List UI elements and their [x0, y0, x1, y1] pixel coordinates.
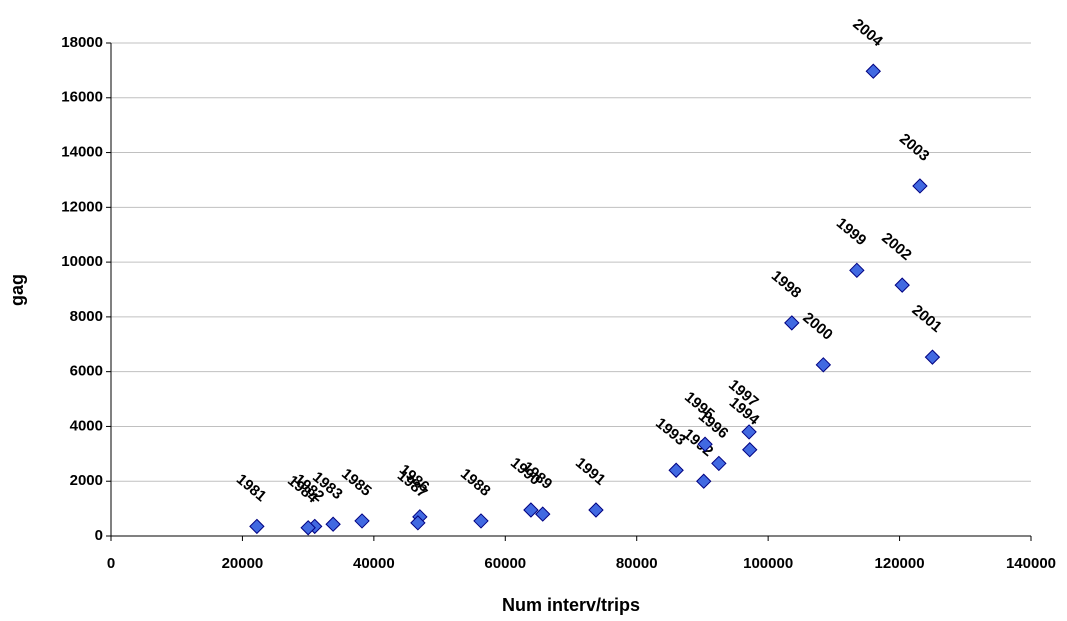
- y-tick-label: 10000: [61, 253, 103, 270]
- point-label: 1985: [338, 465, 374, 499]
- point-label: 2000: [799, 309, 835, 343]
- x-axis-title: Num interv/trips: [502, 595, 640, 615]
- x-tick-label: 40000: [353, 555, 395, 572]
- y-tick-label: 8000: [70, 308, 103, 325]
- y-tick-label: 2000: [70, 472, 103, 489]
- point: [924, 349, 941, 365]
- point: [865, 63, 881, 79]
- x-tick-label: 120000: [875, 555, 925, 572]
- y-tick-label: 18000: [61, 34, 103, 51]
- x-tick-label: 100000: [743, 555, 793, 572]
- point: [711, 455, 727, 472]
- point: [815, 357, 832, 373]
- point: [912, 178, 928, 194]
- x-tick-label: 20000: [222, 555, 264, 572]
- point: [696, 473, 712, 489]
- point-label: 2003: [896, 130, 932, 164]
- x-tick-label: 60000: [484, 555, 526, 572]
- point: [523, 502, 539, 518]
- point: [588, 502, 604, 518]
- x-tick-label: 0: [107, 555, 115, 572]
- point: [354, 513, 370, 529]
- x-tick-label: 140000: [1006, 555, 1056, 572]
- point: [325, 516, 341, 532]
- point-label: 1991: [572, 454, 608, 488]
- point: [697, 436, 713, 452]
- y-axis-title: gag: [7, 274, 27, 306]
- point: [894, 277, 910, 293]
- point-label: 1999: [833, 215, 869, 249]
- point-label: 1998: [768, 267, 804, 301]
- y-tick-label: 16000: [61, 89, 103, 106]
- point: [742, 442, 758, 458]
- point: [741, 424, 757, 440]
- y-tick-label: 12000: [61, 198, 103, 215]
- point-label: 2001: [909, 302, 945, 336]
- point-label: 2004: [849, 16, 886, 51]
- point: [849, 262, 865, 279]
- point-label: 1987: [394, 467, 430, 501]
- point: [535, 506, 551, 522]
- point: [300, 520, 316, 536]
- point: [473, 513, 489, 529]
- y-tick-label: 0: [95, 527, 103, 544]
- y-tick-label: 14000: [61, 144, 103, 161]
- point-label: 2002: [878, 229, 914, 263]
- point: [410, 515, 426, 531]
- point-label: 1993: [652, 415, 688, 449]
- point: [668, 462, 684, 478]
- point: [784, 315, 800, 331]
- y-tick-label: 6000: [70, 363, 103, 380]
- point-label: 1988: [457, 465, 493, 499]
- point-label: 1981: [233, 471, 269, 505]
- y-tick-label: 4000: [70, 417, 103, 434]
- x-tick-label: 80000: [616, 555, 658, 572]
- point: [249, 518, 265, 535]
